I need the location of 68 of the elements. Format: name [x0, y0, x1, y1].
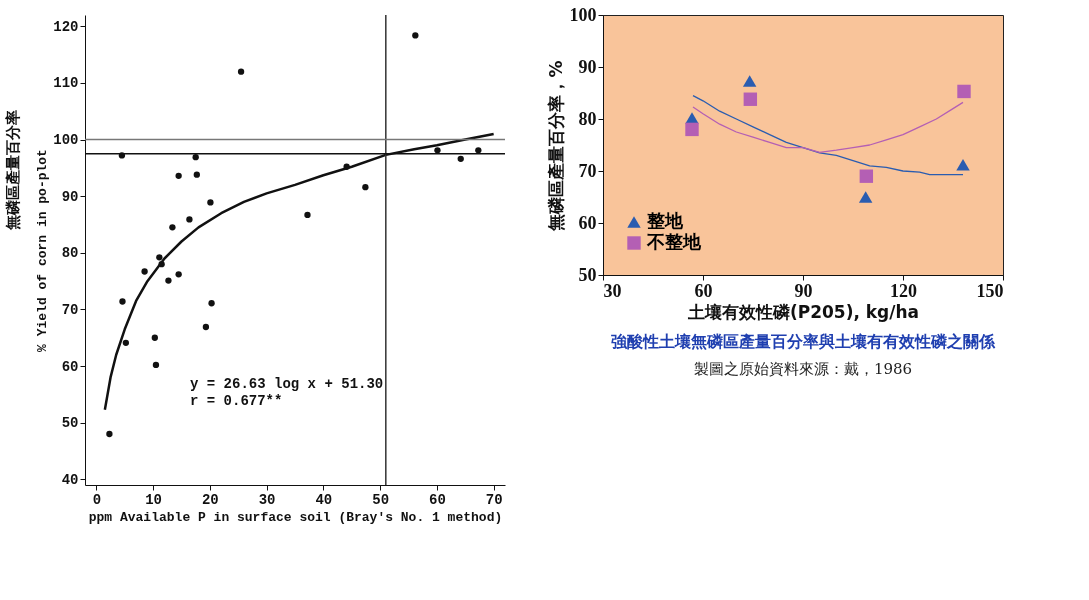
x-axis-title: ppm Available P in surface soil (Bray's No. 1 method)	[88, 509, 503, 525]
legend-label: 整地	[646, 210, 684, 231]
x-tick-label: 30	[258, 491, 276, 508]
x-tick-label: 10	[145, 491, 163, 508]
point	[475, 147, 482, 154]
x-tick-label: 50	[372, 491, 390, 508]
annotation: y = 26.63 log x + 51.30	[190, 375, 384, 392]
x-tick-label: 30	[603, 280, 622, 301]
point	[175, 271, 182, 278]
x-tick-label: 40	[315, 491, 333, 508]
y-axis-title: % Yield of corn in po-plot	[35, 149, 51, 352]
text: 無磷區產量百分率	[4, 110, 22, 232]
y-tick-label: 110	[53, 75, 79, 92]
x-tick-label: 120	[890, 280, 917, 301]
annotation: r = 0.677**	[190, 392, 283, 409]
y-tick-label: 120	[53, 18, 79, 35]
point	[202, 323, 210, 331]
y-axis-title: 無磷區產量百分率，%	[545, 60, 566, 232]
point	[237, 68, 245, 75]
x-tick-label: 60	[428, 491, 446, 508]
line-series	[692, 94, 964, 176]
point	[165, 277, 172, 284]
y-tick-label: 80	[578, 108, 597, 129]
point	[434, 147, 441, 154]
y-tick-label: 70	[578, 160, 597, 181]
x-tick-label: 70	[485, 491, 503, 508]
point	[152, 361, 160, 369]
point	[412, 32, 419, 39]
point	[304, 211, 311, 219]
y-tick-label: 70	[61, 301, 79, 318]
point	[106, 430, 113, 438]
point	[169, 224, 176, 231]
x-tick-label: 20	[201, 491, 219, 508]
x-tick-label: 60	[694, 280, 713, 301]
point	[362, 183, 369, 191]
point	[175, 172, 182, 179]
y-tick-label: 60	[578, 212, 597, 233]
y-tick-label: 80	[61, 245, 79, 262]
y-tick-label: 60	[61, 358, 79, 375]
line-series	[692, 101, 964, 153]
point	[192, 153, 199, 161]
y-tick-label: 100	[53, 132, 79, 149]
y-tick-label: 90	[61, 188, 79, 205]
point	[122, 339, 130, 347]
point	[141, 268, 148, 275]
point	[343, 163, 350, 170]
point	[119, 298, 126, 305]
point	[151, 334, 158, 341]
x-tick-label: 150	[976, 280, 1004, 301]
text: 製圖之原始資料來源：戴，1986	[693, 360, 913, 378]
point	[207, 199, 214, 206]
legend-label: 不整地	[646, 231, 702, 252]
x-tick-label: 0	[92, 491, 102, 508]
y-tick-label: 50	[61, 415, 79, 432]
point	[457, 155, 464, 162]
point	[208, 300, 215, 307]
point	[158, 261, 165, 268]
point	[118, 152, 126, 159]
y-tick-label: 50	[578, 264, 597, 285]
point	[156, 254, 163, 261]
point	[186, 216, 193, 223]
y-tick-label: 100	[569, 4, 597, 25]
y-tick-label: 40	[61, 471, 79, 488]
point	[193, 171, 200, 178]
text: 強酸性土壤無磷區產量百分率與土壤有有效性磷之關係	[611, 332, 996, 351]
x-axis-title: 土壤有效性磷(P205), kg/ha	[686, 301, 920, 322]
y-tick-label: 90	[578, 56, 597, 77]
x-tick-label: 90	[794, 280, 813, 301]
